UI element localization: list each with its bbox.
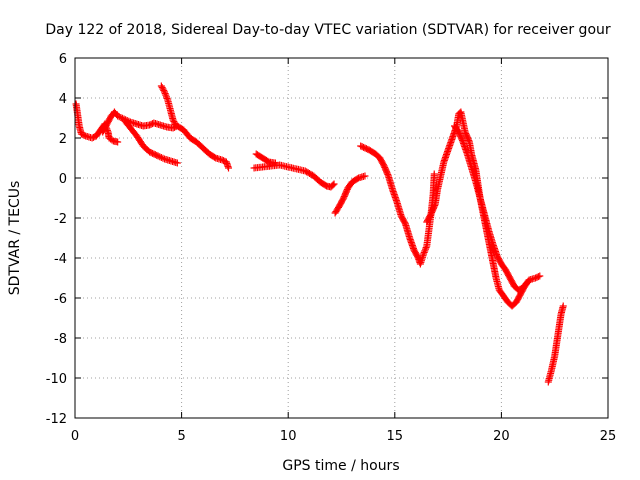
data-points [72, 82, 567, 386]
x-tick-label: 10 [280, 429, 297, 444]
data-point [157, 82, 165, 90]
x-tick-label: 15 [387, 429, 404, 444]
x-tick-label: 20 [493, 429, 510, 444]
x-axis-label: GPS time / hours [282, 458, 399, 474]
data-point [271, 159, 279, 167]
data-point [170, 118, 178, 125]
data-point [115, 113, 123, 121]
data-point [169, 116, 177, 124]
data-point [156, 153, 164, 161]
data-point [154, 152, 162, 160]
data-point [329, 181, 337, 189]
y-tick-label: -12 [46, 412, 67, 427]
series-seg4 [157, 82, 180, 130]
data-point [153, 151, 161, 159]
chart-title: Day 122 of 2018, Sidereal Day-to-day VTE… [45, 22, 611, 38]
data-point [421, 247, 429, 255]
data-point [171, 121, 179, 128]
data-point [536, 272, 544, 280]
series-seg11 [544, 302, 567, 386]
data-point [162, 93, 170, 101]
series-seg5 [250, 161, 338, 191]
y-tick-label: 2 [59, 132, 67, 147]
data-point [431, 201, 439, 209]
y-tick-label: -8 [54, 332, 67, 347]
x-tick-label: 0 [71, 429, 79, 444]
data-point [422, 245, 430, 253]
data-point [171, 119, 179, 127]
data-point [173, 159, 181, 167]
series-seg6 [252, 150, 279, 167]
y-tick-label: 6 [59, 52, 67, 67]
data-point [525, 276, 533, 284]
series-seg8 [357, 142, 438, 268]
data-point [159, 85, 167, 93]
data-point [225, 164, 233, 172]
data-point [534, 273, 542, 281]
series-seg3 [120, 116, 181, 167]
y-tick-label: -10 [46, 372, 67, 387]
data-point [422, 244, 430, 252]
y-tick-label: 0 [59, 172, 67, 187]
data-point [80, 131, 88, 139]
data-point [172, 122, 180, 130]
data-point [158, 84, 166, 91]
series-seg10 [450, 122, 533, 294]
data-point [420, 248, 428, 256]
x-tick-label: 25 [600, 429, 617, 444]
data-point [163, 94, 171, 102]
y-tick-label: 4 [59, 92, 67, 107]
series-seg7 [331, 172, 369, 217]
data-point [159, 154, 167, 162]
data-point [465, 137, 473, 145]
axis-ticks: 0 5 10 15 20 25 -12 -10 -8 -6 -4 -2 0 2 4 6 [46, 52, 617, 444]
x-tick-label: 5 [177, 429, 185, 444]
data-point [559, 302, 567, 310]
y-tick-label: -4 [54, 252, 67, 267]
data-point [330, 180, 338, 188]
data-point [420, 250, 428, 258]
data-point [162, 91, 170, 99]
data-point [114, 138, 122, 146]
y-tick-label: -6 [54, 292, 67, 307]
y-tick-label: -2 [54, 212, 67, 227]
data-point [160, 87, 168, 94]
data-point [114, 112, 122, 120]
plot-frame [74, 57, 609, 419]
data-point [361, 172, 369, 180]
data-point [157, 154, 165, 161]
data-point [384, 171, 392, 179]
data-point [161, 90, 169, 98]
y-axis-label: SDTVAR / TECUs [7, 181, 23, 296]
data-point [161, 88, 169, 96]
data-point [430, 170, 438, 178]
data-point [524, 277, 532, 285]
